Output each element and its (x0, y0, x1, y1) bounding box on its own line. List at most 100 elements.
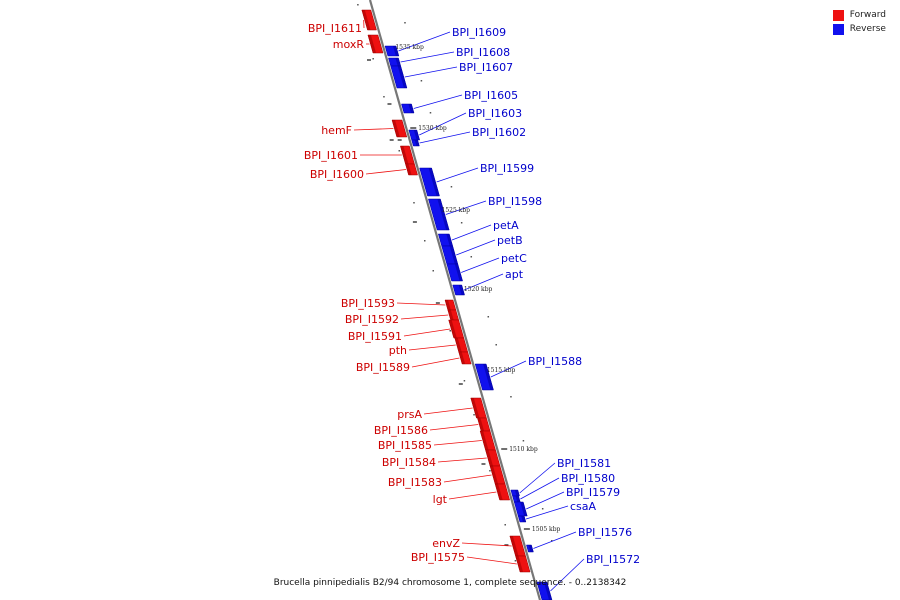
leader-BPI_I1579 (526, 491, 565, 510)
reverse-swatch (832, 23, 844, 35)
minor-tick-dot (357, 4, 359, 6)
gene-labels: BPI_I1611 moxR hemF BPI_I1601 BPI_I1600 BPI_I… (304, 22, 640, 566)
gene-label-BPI_I1609: BPI_I1609 (452, 26, 506, 39)
leader-BPI_I1593 (396, 302, 446, 306)
gene-label-BPI_I1601: BPI_I1601 (304, 149, 358, 162)
scale-tick-label: 1505 kbp (532, 526, 561, 533)
gene-label-BPI_I1605: BPI_I1605 (464, 89, 518, 102)
backbone-line (368, 0, 542, 600)
gene-label-hemF: hemF (321, 124, 352, 137)
leader-envZ (461, 542, 512, 547)
gene-blocks (361, 9, 553, 600)
gene-label-envZ: envZ (432, 537, 460, 550)
minor-tick-dot (473, 414, 475, 416)
scale-tick-label: 1535 kbp (395, 44, 424, 51)
leader-BPI_I1599 (436, 167, 479, 183)
scale-tick-label: 1520 kbp (464, 286, 493, 293)
leader-pth (408, 344, 456, 351)
gene-BPI_I1608 (388, 57, 402, 67)
gene-petB (441, 245, 459, 265)
gene-BPI_I1600 (405, 163, 418, 176)
leader-BPI_I1607 (404, 66, 458, 78)
gene-BPI_I1572 (536, 581, 553, 600)
leader-petA (451, 224, 492, 241)
leader-BPI_I1583 (443, 474, 492, 483)
leader-petC (461, 257, 500, 273)
gene-BPI_I1575 (515, 555, 531, 573)
gene-label-apt: apt (505, 268, 524, 281)
leader-BPI_I1584 (437, 457, 487, 463)
minor-tick-dot (432, 270, 434, 272)
gene-label-BPI_I1575: BPI_I1575 (411, 551, 465, 564)
minor-tick-dot (541, 508, 544, 510)
gene-BPI_I1603 (408, 129, 420, 141)
gene-label-pth: pth (389, 344, 407, 357)
gene-BPI_I1599 (419, 167, 440, 197)
leader-BPI_I1603 (419, 112, 467, 136)
leader-BPI_I1605 (413, 94, 463, 109)
gene-label-petC: petC (501, 252, 527, 265)
gene-label-csaA: csaA (570, 500, 597, 513)
leader-petB (456, 239, 496, 256)
gene-BPI_I1611 (361, 9, 377, 31)
gene-petC (446, 263, 463, 282)
gene-petA (437, 233, 454, 247)
minor-tick-dot (470, 256, 473, 258)
minor-tick-dot (522, 440, 525, 442)
minor-tick-dot (487, 316, 490, 318)
legend-item-reverse: Reverse (832, 22, 886, 36)
minor-tick-dot (372, 58, 374, 60)
gene-csaA (517, 515, 527, 523)
gene-label-BPI_I1580: BPI_I1580 (561, 472, 615, 485)
minor-tick-dot (383, 96, 385, 98)
forward-swatch (832, 9, 844, 21)
gene-label-BPI_I1579: BPI_I1579 (566, 486, 620, 499)
leader-BPI_I1598 (445, 200, 487, 215)
minor-tick-dot (449, 330, 451, 332)
gene-label-lgt: lgt (433, 493, 448, 506)
gene-label-BPI_I1581: BPI_I1581 (557, 457, 611, 470)
sequence-caption: Brucella pinnipedialis B2/94 chromosome … (273, 578, 627, 588)
gene-lgt (494, 483, 510, 501)
gene-label-BPI_I1585: BPI_I1585 (378, 439, 432, 452)
gene-BPI_I1579 (513, 501, 528, 517)
gene-BPI_I1581 (510, 489, 520, 497)
minor-tick-dot (495, 344, 497, 346)
leader-hemF (353, 128, 394, 131)
gene-label-moxR: moxR (333, 38, 365, 51)
gene-apt (452, 284, 465, 296)
legend-item-forward: Forward (832, 8, 886, 22)
gene-label-BPI_I1599: BPI_I1599 (480, 162, 534, 175)
minor-tick-dot (404, 22, 406, 24)
leader-BPI_I1592 (400, 314, 449, 320)
leader-BPI_I1600 (365, 169, 407, 175)
minor-tick-dot (460, 222, 463, 224)
gene-label-BPI_I1591: BPI_I1591 (348, 330, 402, 343)
gene-label-BPI_I1586: BPI_I1586 (374, 424, 428, 437)
gene-pth (454, 337, 469, 353)
leader-BPI_I1585 (433, 440, 482, 446)
gene-label-BPI_I1603: BPI_I1603 (468, 107, 522, 120)
gene-label-BPI_I1607: BPI_I1607 (459, 61, 513, 74)
gene-BPI_I1588 (474, 363, 494, 391)
leader-BPI_I1572 (550, 558, 585, 592)
leader-BPI_I1591 (403, 328, 451, 337)
leader-prsA (423, 407, 473, 415)
gene-label-BPI_I1611: BPI_I1611 (308, 22, 362, 35)
leader-apt (464, 273, 504, 291)
minor-tick-dot (514, 560, 517, 562)
leader-BPI_I1575 (466, 556, 517, 565)
leader-BPI_I1586 (429, 424, 479, 431)
leader-BPI_I1581 (519, 462, 556, 494)
leader-BPI_I1576 (533, 531, 577, 549)
minor-tick-dot (551, 540, 553, 542)
gene-BPI_I1589 (458, 351, 472, 365)
leader-BPI_I1589 (411, 357, 460, 368)
minor-tick-dot (450, 186, 453, 188)
scale-tick-label: 1510 kbp (509, 446, 538, 453)
gene-label-petA: petA (493, 219, 519, 232)
gene-label-BPI_I1600: BPI_I1600 (310, 168, 364, 181)
gene-BPI_I1580 (512, 495, 521, 503)
gene-label-BPI_I1598: BPI_I1598 (488, 195, 542, 208)
